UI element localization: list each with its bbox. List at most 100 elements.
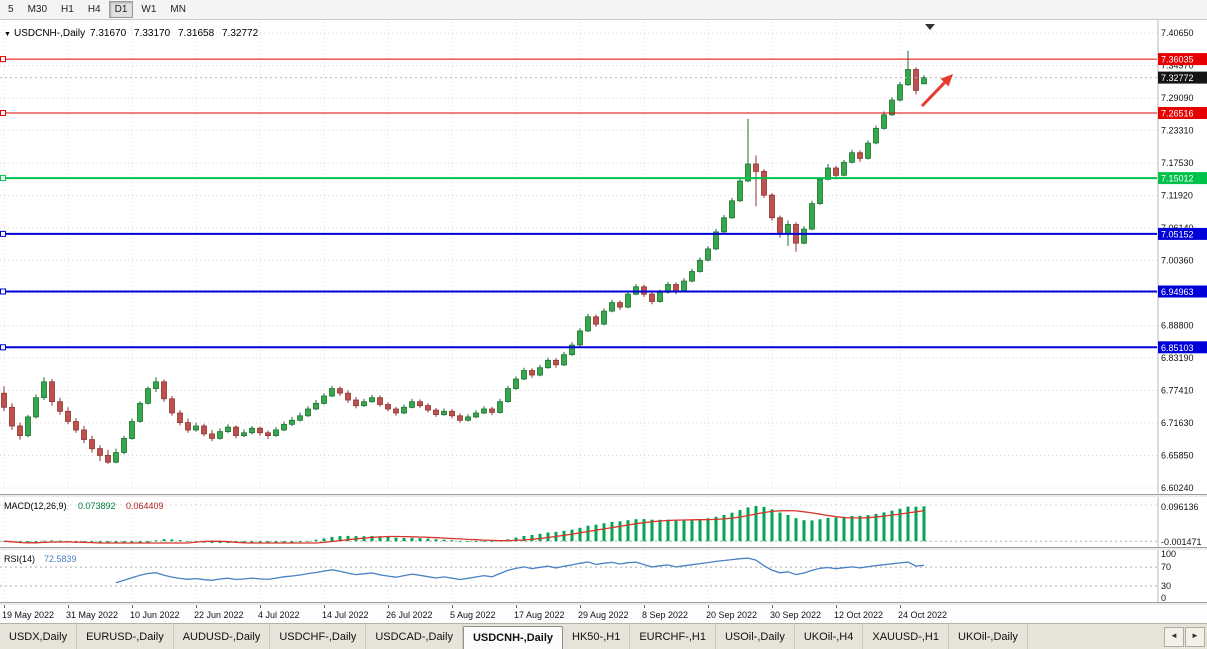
chart-tab-hk50-h1[interactable]: HK50-,H1 xyxy=(563,624,631,649)
date-label: 22 Jun 2022 xyxy=(194,610,244,620)
time-tick xyxy=(772,605,773,608)
rsi-axis-label: 100 xyxy=(1161,550,1176,559)
horizontal-line[interactable] xyxy=(0,175,1157,182)
expander-icon: ▼ xyxy=(4,31,11,38)
rsi-svg[interactable]: 100 70 30 0 RSI(14) 72.5839 xyxy=(0,550,1207,602)
chart-tab-usoil-daily[interactable]: USOil-,Daily xyxy=(716,624,795,649)
macd-svg[interactable]: 0.096136 -0.001471 MACD(12,26,9) 0.073892 0.… xyxy=(0,497,1207,547)
chart-tab-eurchf-h1[interactable]: EURCHF-,H1 xyxy=(630,624,716,649)
price-axis-label: 7.34970 xyxy=(1161,61,1194,71)
svg-text:7.36035: 7.36035 xyxy=(1161,55,1194,65)
time-tick xyxy=(132,605,133,608)
horizontal-line[interactable] xyxy=(0,288,1157,295)
date-label: 20 Sep 2022 xyxy=(706,610,758,620)
time-axis[interactable]: 19 May 2022 31 May 2022 10 Jun 2022 22 Jun … xyxy=(0,605,1207,623)
horizontal-line[interactable] xyxy=(0,344,1157,351)
svg-text:6.85103: 6.85103 xyxy=(1161,343,1194,353)
candles xyxy=(1,50,927,464)
macd-panel[interactable]: 0.096136 -0.001471 MACD(12,26,9) 0.073892 0.… xyxy=(0,497,1207,547)
time-tick xyxy=(836,605,837,608)
macd-axis-max: 0.096136 xyxy=(1161,502,1199,512)
price-axis-label: 7.11920 xyxy=(1161,191,1193,201)
price-axis-label: 6.77410 xyxy=(1161,386,1194,396)
chart-tab-ukoil-h4[interactable]: UKOil-,H4 xyxy=(795,624,864,649)
current-price-tag: 7.32772 xyxy=(1158,71,1207,84)
ohlc-header: ▼ USDCNH-,Daily 7.31670 7.33170 7.31658 7.327… xyxy=(4,28,259,39)
date-label: 5 Aug 2022 xyxy=(450,610,496,620)
candlestick-chart-svg[interactable]: 7.40650 7.34970 7.29090 7.23310 7.17530 7.119… xyxy=(0,20,1207,494)
svg-text:7.05152: 7.05152 xyxy=(1161,229,1194,239)
price-axis-label: 7.00360 xyxy=(1161,256,1194,266)
price-axis-label: 6.71630 xyxy=(1161,418,1194,428)
price-tag: 7.05152 xyxy=(1158,227,1207,240)
date-label: 31 May 2022 xyxy=(66,610,119,620)
time-tick xyxy=(452,605,453,608)
time-tick xyxy=(68,605,69,608)
period-button-m30[interactable]: M30 xyxy=(27,4,48,15)
main-chart[interactable]: 7.40650 7.34970 7.29090 7.23310 7.17530 7.119… xyxy=(0,20,1207,494)
date-label: 12 Oct 2022 xyxy=(834,610,884,620)
price-tag: 7.26516 xyxy=(1158,107,1207,119)
chart-tab-usdcnh-daily[interactable]: USDCNH-,Daily xyxy=(462,626,564,649)
price-axis-label: 6.60240 xyxy=(1161,483,1194,493)
date-label: 10 Jun 2022 xyxy=(130,610,180,620)
time-tick xyxy=(708,605,709,608)
chart-tab-ukoil-daily[interactable]: UKOil-,Daily xyxy=(949,624,1028,649)
price-axis-label: 6.83190 xyxy=(1161,353,1194,363)
horizontal-line[interactable] xyxy=(0,110,1157,116)
svg-text:6.94963: 6.94963 xyxy=(1161,287,1194,297)
chart-tab-usdcad-daily[interactable]: USDCAD-,Daily xyxy=(366,624,463,649)
period-button-5[interactable]: 5 xyxy=(8,4,14,15)
price-axis-label: 7.40650 xyxy=(1161,28,1194,38)
period-button-w1[interactable]: W1 xyxy=(141,4,157,15)
price-axis-label: 6.65850 xyxy=(1161,451,1194,461)
price-axis-label: 7.29090 xyxy=(1161,93,1194,103)
chart-shift-marker-icon[interactable] xyxy=(925,24,935,30)
horizontal-line[interactable] xyxy=(0,230,1157,237)
macd-label: MACD(12,26,9) 0.073892 0.064409 xyxy=(4,501,164,511)
date-label: 30 Sep 2022 xyxy=(770,610,822,620)
time-tick xyxy=(516,605,517,608)
date-label: 17 Aug 2022 xyxy=(514,610,565,620)
period-button-h4[interactable]: H4 xyxy=(87,4,101,15)
chart-tab-usdx-daily[interactable]: USDX,Daily xyxy=(0,624,78,649)
time-tick xyxy=(388,605,389,608)
period-toolbar: 5 M30 H1 H4 D1 W1 MN xyxy=(0,0,1207,20)
date-label: 26 Jul 2022 xyxy=(386,610,433,620)
rsi-line xyxy=(115,557,925,584)
chart-tab-usdchf-daily[interactable]: USDCHF-,Daily xyxy=(270,624,367,649)
price-axis-label: 7.17530 xyxy=(1161,158,1194,168)
time-tick xyxy=(196,605,197,608)
rsi-axis-label: 30 xyxy=(1161,581,1171,591)
rsi-panel[interactable]: 100 70 30 0 RSI(14) 72.5839 xyxy=(0,550,1207,602)
tab-scroll-left-icon[interactable]: ◄ xyxy=(1164,626,1184,647)
panel-splitter[interactable] xyxy=(0,494,1207,497)
chart-tab-audusd-daily[interactable]: AUDUSD-,Daily xyxy=(174,624,271,649)
time-tick xyxy=(260,605,261,608)
price-tag: 7.15012 xyxy=(1158,172,1207,185)
date-label: 8 Sep 2022 xyxy=(642,610,689,620)
price-tag: 7.36035 xyxy=(1158,53,1207,66)
panel-splitter[interactable] xyxy=(0,602,1207,605)
date-label: 24 Oct 2022 xyxy=(898,610,948,620)
price-axis-label: 7.23310 xyxy=(1161,126,1194,136)
macd-axis-min: -0.001471 xyxy=(1161,537,1202,547)
period-button-d1[interactable]: D1 xyxy=(108,1,134,18)
tab-scroll-right-icon[interactable]: ► xyxy=(1185,626,1205,647)
up-arrow-annotation[interactable] xyxy=(920,74,953,108)
chart-tab-bar: USDX,Daily EURUSD-,Daily AUDUSD-,Daily USDC… xyxy=(0,623,1207,649)
rsi-label: RSI(14) 72.5839 xyxy=(4,554,77,564)
period-button-h1[interactable]: H1 xyxy=(61,4,74,15)
time-tick xyxy=(900,605,901,608)
svg-text:7.32772: 7.32772 xyxy=(1161,73,1194,83)
panel-splitter[interactable] xyxy=(0,547,1207,550)
tab-scroll-controls: ◄ ► xyxy=(1163,624,1207,649)
horizontal-line[interactable] xyxy=(0,56,1157,63)
date-label: 4 Jul 2022 xyxy=(258,610,300,620)
chart-tab-xauusd-h1[interactable]: XAUUSD-,H1 xyxy=(863,624,949,649)
chart-tab-eurusd-daily[interactable]: EURUSD-,Daily xyxy=(77,624,174,649)
date-label: 19 May 2022 xyxy=(2,610,55,620)
svg-text:7.15012: 7.15012 xyxy=(1161,174,1194,184)
period-button-mn[interactable]: MN xyxy=(170,4,186,15)
